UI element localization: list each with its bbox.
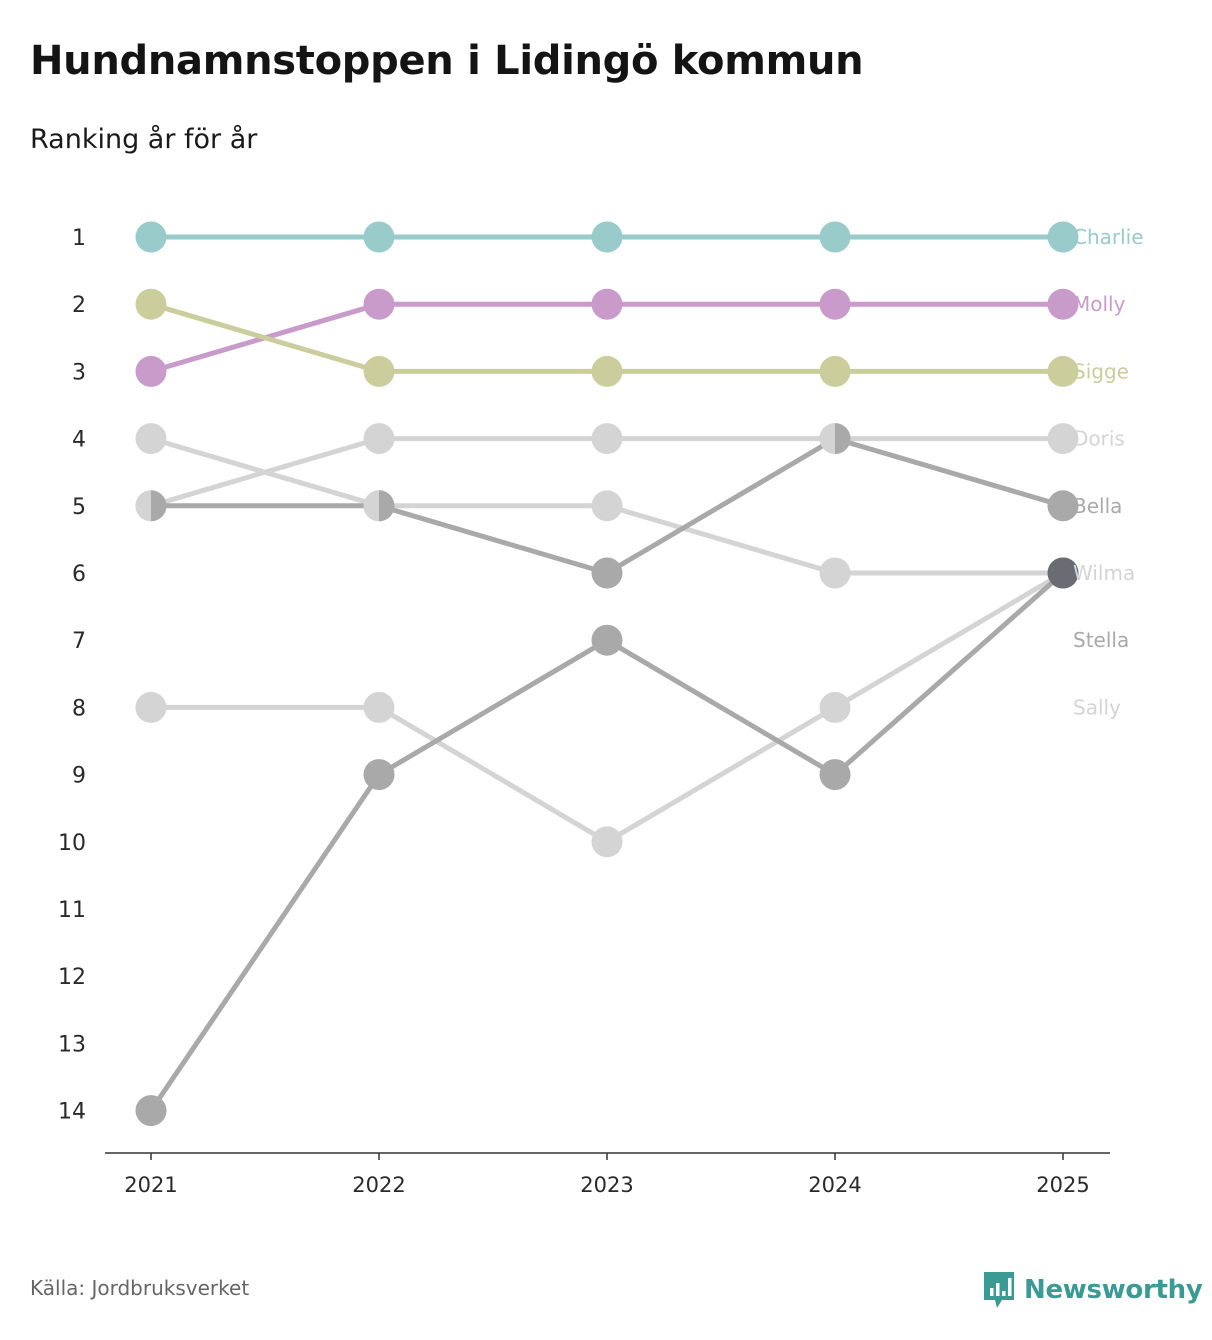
end-label-bella: Bella [1073,494,1122,518]
point-charlie[interactable] [591,221,623,253]
newsworthy-logo-icon [984,1272,1014,1308]
point-sally[interactable] [135,691,167,723]
y-tick-label: 13 [58,1032,86,1057]
y-tick-label: 7 [72,629,86,654]
chart-title: Hundnamnstoppen i Lidingö kommun [30,38,864,84]
point-stella[interactable] [819,759,851,791]
point-bella-left-half[interactable] [363,490,380,522]
source-note: Källa: Jordbruksverket [30,1276,250,1300]
x-tick-label: 2021 [124,1173,177,1197]
point-sigge[interactable] [135,288,167,320]
point-doris[interactable] [1047,423,1079,455]
y-tick-label: 6 [72,562,86,587]
point-highlight[interactable] [1047,557,1079,589]
point-bella-left-half[interactable] [819,423,836,455]
point-molly[interactable] [1047,288,1079,320]
point-charlie[interactable] [363,221,395,253]
end-label-stella: Stella [1073,628,1129,652]
point-molly[interactable] [591,288,623,320]
end-label-wilma: Wilma [1073,561,1135,585]
point-bella[interactable] [379,490,395,522]
point-wilma[interactable] [591,490,623,522]
y-tick-label: 4 [72,428,86,453]
end-label-molly: Molly [1073,292,1126,316]
point-bella[interactable] [835,423,851,455]
point-charlie[interactable] [819,221,851,253]
point-charlie[interactable] [1047,221,1079,253]
x-tick-label: 2022 [352,1173,405,1197]
end-label-sally: Sally [1073,695,1121,719]
point-sally[interactable] [819,691,851,723]
y-tick-label: 12 [58,965,86,990]
chart-subtitle: Ranking år för år [30,124,258,155]
y-tick-label: 3 [72,360,86,385]
y-tick-label: 9 [72,764,86,789]
end-labels: Charlie Molly Sigge Doris Bella Wilma Stella Sa… [1073,225,1144,719]
point-sigge[interactable] [819,355,851,387]
y-tick-label: 11 [58,898,86,923]
end-label-sigge: Sigge [1073,359,1129,383]
point-bella[interactable] [591,557,623,589]
point-molly[interactable] [135,355,167,387]
point-sigge[interactable] [363,355,395,387]
point-bella[interactable] [151,490,167,522]
y-tick-label: 1 [72,226,86,251]
x-tick-label: 2025 [1036,1173,1089,1197]
brand-name: Newsworthy [1024,1275,1203,1305]
newsworthy-logo[interactable]: Newsworthy [982,1270,1203,1310]
y-tick-label: 14 [58,1100,86,1125]
point-stella[interactable] [591,624,623,656]
y-tick-label: 5 [72,495,86,520]
point-doris[interactable] [363,423,395,455]
series-line-sally [151,570,1065,845]
point-stella[interactable] [363,759,395,791]
point-molly[interactable] [363,288,395,320]
y-tick-label: 8 [72,696,86,721]
point-sally[interactable] [591,826,623,858]
point-charlie[interactable] [135,221,167,253]
x-axis: 2021 2022 2023 2024 2025 [105,1152,1110,1197]
point-bella-left-half[interactable] [135,490,151,522]
point-molly[interactable] [819,288,851,320]
point-sigge[interactable] [1047,355,1079,387]
x-tick-label: 2023 [580,1173,633,1197]
point-sally[interactable] [363,691,395,723]
end-label-charlie: Charlie [1073,225,1144,249]
point-bella[interactable] [1047,490,1079,522]
point-stella[interactable] [135,1095,167,1127]
point-wilma[interactable] [135,423,167,455]
end-label-doris: Doris [1073,427,1125,451]
y-tick-label: 10 [58,831,86,856]
y-tick-label: 2 [72,293,86,318]
point-sigge[interactable] [591,355,623,387]
series-points [135,221,1079,1127]
x-tick-label: 2024 [808,1173,861,1197]
point-wilma[interactable] [819,557,851,589]
point-doris[interactable] [591,423,623,455]
